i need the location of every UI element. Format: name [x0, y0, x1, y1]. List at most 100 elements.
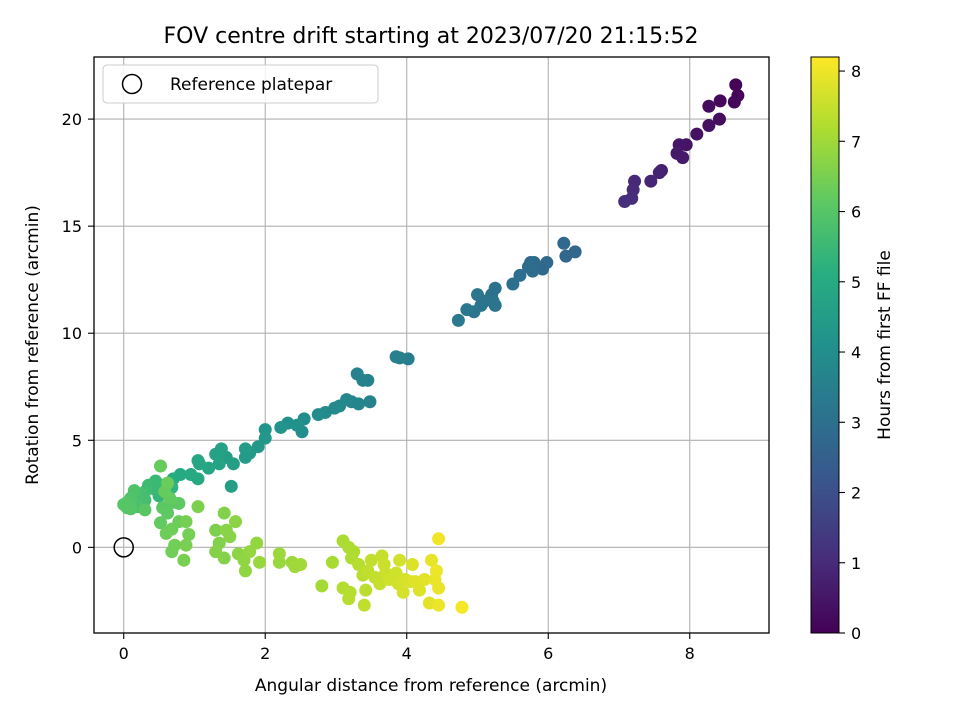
data-points	[117, 78, 745, 614]
x-tick-label: 8	[685, 644, 695, 663]
data-point	[325, 555, 339, 569]
colorbar-tick-label: 2	[851, 484, 861, 503]
colorbar-tick-label: 3	[851, 413, 861, 432]
data-point	[396, 585, 410, 599]
grid-lines	[94, 57, 769, 633]
data-point	[212, 457, 226, 471]
data-point	[229, 515, 243, 529]
data-point	[712, 112, 726, 126]
legend-entry-reference: Reference platepar	[170, 75, 332, 95]
data-point	[177, 553, 191, 567]
data-point	[521, 260, 535, 274]
colorbar-tick-label: 0	[851, 624, 861, 643]
y-tick-label: 5	[72, 431, 82, 450]
data-point	[191, 454, 205, 468]
y-tick-label: 15	[62, 217, 82, 236]
data-point	[217, 506, 231, 520]
data-point	[182, 528, 196, 542]
data-point	[713, 94, 727, 108]
data-point	[191, 500, 205, 514]
data-point	[357, 598, 371, 612]
x-tick-label: 0	[119, 644, 129, 663]
x-tick-label: 4	[402, 644, 412, 663]
data-point	[179, 538, 193, 552]
data-point	[432, 581, 446, 595]
data-point	[425, 553, 438, 567]
colorbar-gradient	[810, 56, 840, 634]
colorbar-tick-label: 6	[851, 203, 861, 222]
data-point	[470, 288, 484, 302]
data-point	[359, 583, 373, 597]
data-point	[243, 545, 257, 559]
legend-box	[102, 64, 379, 104]
data-point	[455, 600, 469, 614]
data-point	[363, 395, 377, 409]
data-point	[250, 536, 264, 550]
data-point	[652, 166, 666, 180]
colorbar-tick-label: 7	[851, 132, 861, 151]
data-point	[161, 506, 175, 520]
data-point	[389, 350, 403, 364]
data-point	[727, 95, 741, 109]
data-point	[352, 557, 366, 571]
y-tick-label: 0	[72, 538, 82, 557]
x-tick-label: 6	[543, 644, 553, 663]
data-point	[124, 502, 138, 516]
colorbar-ticks: 0 1 2 3 4 5 6 7 8	[839, 62, 861, 643]
data-point	[209, 523, 223, 537]
data-point	[342, 592, 356, 606]
plot-frame	[93, 56, 770, 634]
reference-marker-layer	[113, 537, 134, 558]
y-tick-label: 10	[62, 324, 82, 343]
legend-marker	[121, 73, 143, 95]
data-point	[154, 516, 168, 530]
chart-title: FOV centre drift starting at 2023/07/20 …	[164, 24, 699, 49]
data-point	[159, 526, 173, 540]
data-point	[429, 564, 443, 578]
data-point	[488, 298, 502, 312]
data-point	[460, 303, 474, 317]
data-point	[258, 431, 272, 445]
colorbar-tick-label: 1	[851, 554, 861, 573]
data-point	[347, 545, 361, 559]
colorbar-label: Hours from first FF file	[875, 250, 895, 440]
data-point	[224, 479, 238, 493]
x-tick-label: 2	[260, 644, 270, 663]
data-point	[315, 579, 329, 593]
data-point	[405, 557, 419, 571]
data-point	[238, 442, 252, 456]
legend: Reference platepar	[102, 64, 379, 104]
data-point	[559, 249, 573, 263]
data-point	[506, 277, 520, 291]
y-tick-label: 20	[62, 110, 82, 129]
data-point	[389, 566, 403, 580]
colorbar-tick-label: 8	[851, 62, 861, 81]
data-point	[557, 236, 571, 250]
data-point	[702, 99, 716, 113]
data-point	[161, 476, 175, 490]
data-point	[393, 553, 407, 567]
data-point	[311, 408, 325, 422]
data-point	[412, 583, 426, 597]
data-point	[272, 547, 286, 561]
data-point	[417, 572, 431, 586]
data-point	[618, 195, 632, 209]
reference-point-marker	[113, 537, 134, 558]
data-point	[294, 557, 308, 571]
colorbar-tick-label: 4	[851, 343, 861, 362]
data-point	[238, 564, 252, 578]
x-axis-ticks: 0 2 4 6 8	[119, 633, 695, 663]
colorbar: 0 1 2 3 4 5 6 7 8 Hours from first FF file	[810, 56, 895, 643]
data-point	[217, 551, 231, 565]
x-axis-label: Angular distance from reference (arcmin)	[255, 676, 607, 696]
data-point	[702, 119, 716, 133]
data-point	[184, 468, 198, 482]
data-point	[154, 459, 168, 473]
data-point	[364, 553, 378, 567]
data-point	[644, 174, 658, 188]
colorbar-tick-label: 5	[851, 273, 861, 292]
data-point	[179, 515, 193, 529]
data-point	[451, 313, 465, 327]
data-point	[690, 127, 704, 141]
